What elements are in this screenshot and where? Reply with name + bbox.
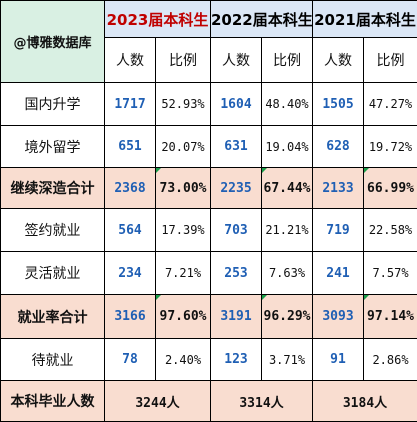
row-label: 待就业 (1, 339, 105, 381)
col-header-count: 人数 (105, 38, 156, 83)
col-header-ratio: 比例 (156, 38, 211, 83)
count-cell: 1604 (211, 83, 262, 126)
count-cell: 253 (211, 252, 262, 295)
row-label: 灵活就业 (1, 252, 105, 295)
summary-row: 继续深造合计 2368 73.00% 2235 67.44% 2133 66.9… (1, 168, 417, 209)
count-cell: 3166 (105, 295, 156, 339)
year-header-2023: 2023届本科生 (105, 1, 211, 38)
table-row: 境外留学 651 20.07% 631 19.04% 628 19.72% (1, 126, 417, 168)
count-cell: 241 (313, 252, 364, 295)
ratio-cell: 97.14% (364, 295, 417, 339)
year-header-2021: 2021届本科生 (313, 1, 417, 38)
ratio-cell: 96.29% (262, 295, 313, 339)
table-row: 待就业 78 2.40% 123 3.71% 91 2.86% (1, 339, 417, 381)
count-cell: 564 (105, 209, 156, 252)
count-cell: 703 (211, 209, 262, 252)
row-label: 境外留学 (1, 126, 105, 168)
footer-label: 本科毕业人数 (1, 381, 105, 422)
count-cell: 3191 (211, 295, 262, 339)
count-cell: 1505 (313, 83, 364, 126)
total-2022: 3314人 (211, 381, 313, 422)
ratio-cell: 47.27% (364, 83, 417, 126)
ratio-cell: 67.44% (262, 168, 313, 209)
ratio-cell: 7.57% (364, 252, 417, 295)
table-row: 签约就业 564 17.39% 703 21.21% 719 22.58% (1, 209, 417, 252)
row-label: 签约就业 (1, 209, 105, 252)
ratio-cell: 7.21% (156, 252, 211, 295)
total-2023: 3244人 (105, 381, 211, 422)
year-header-2022: 2022届本科生 (211, 1, 313, 38)
ratio-cell: 66.99% (364, 168, 417, 209)
count-cell: 628 (313, 126, 364, 168)
count-cell: 78 (105, 339, 156, 381)
table-row: 灵活就业 234 7.21% 253 7.63% 241 7.57% (1, 252, 417, 295)
summary-row: 就业率合计 3166 97.60% 3191 96.29% 3093 97.14… (1, 295, 417, 339)
count-cell: 91 (313, 339, 364, 381)
footer-row: 本科毕业人数 3244人 3314人 3184人 (1, 381, 417, 422)
ratio-cell: 7.63% (262, 252, 313, 295)
watermark-text: @博雅数据库 (13, 36, 91, 51)
col-header-count: 人数 (313, 38, 364, 83)
count-cell: 123 (211, 339, 262, 381)
ratio-cell: 3.71% (262, 339, 313, 381)
ratio-cell: 2.40% (156, 339, 211, 381)
total-2021: 3184人 (313, 381, 417, 422)
count-cell: 2235 (211, 168, 262, 209)
watermark-cell: @博雅数据库 (1, 1, 105, 83)
count-cell: 3093 (313, 295, 364, 339)
count-cell: 719 (313, 209, 364, 252)
ratio-cell: 97.60% (156, 295, 211, 339)
ratio-cell: 17.39% (156, 209, 211, 252)
count-cell: 1717 (105, 83, 156, 126)
table-row: 国内升学 1717 52.93% 1604 48.40% 1505 47.27% (1, 83, 417, 126)
ratio-cell: 20.07% (156, 126, 211, 168)
ratio-cell: 48.40% (262, 83, 313, 126)
ratio-cell: 2.86% (364, 339, 417, 381)
row-label: 国内升学 (1, 83, 105, 126)
ratio-cell: 19.72% (364, 126, 417, 168)
row-label: 就业率合计 (1, 295, 105, 339)
ratio-cell: 73.00% (156, 168, 211, 209)
count-cell: 234 (105, 252, 156, 295)
row-label: 继续深造合计 (1, 168, 105, 209)
ratio-cell: 22.58% (364, 209, 417, 252)
count-cell: 651 (105, 126, 156, 168)
ratio-cell: 19.04% (262, 126, 313, 168)
col-header-ratio: 比例 (364, 38, 417, 83)
col-header-ratio: 比例 (262, 38, 313, 83)
count-cell: 631 (211, 126, 262, 168)
count-cell: 2133 (313, 168, 364, 209)
ratio-cell: 21.21% (262, 209, 313, 252)
col-header-count: 人数 (211, 38, 262, 83)
ratio-cell: 52.93% (156, 83, 211, 126)
count-cell: 2368 (105, 168, 156, 209)
